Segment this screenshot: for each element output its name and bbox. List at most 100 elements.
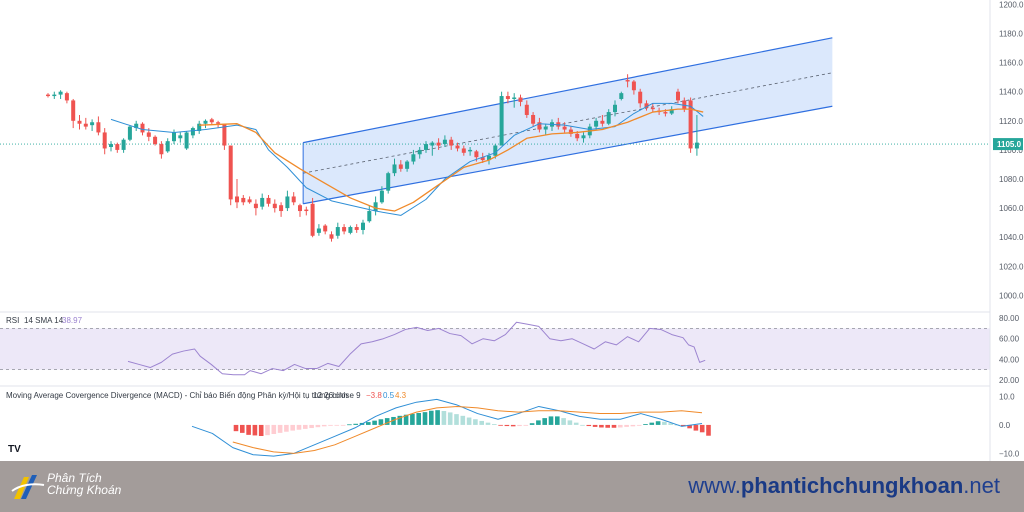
candle-body: [247, 199, 252, 203]
candle: [115, 142, 120, 153]
macd-legend-signal: 4.3: [395, 391, 407, 400]
macd-histogram-bar: [252, 424, 258, 436]
macd-histogram-bar: [567, 420, 573, 425]
macd-histogram-bar: [447, 412, 453, 425]
candle: [638, 88, 643, 108]
macd-histogram-bar: [699, 424, 705, 433]
macd-histogram-bar: [504, 424, 510, 427]
candle-body: [291, 196, 296, 203]
rsi-tick-label: 20.00: [999, 376, 1020, 385]
candle: [52, 91, 57, 99]
candle-body: [644, 103, 649, 108]
candle: [190, 126, 195, 139]
candle-body: [531, 114, 536, 124]
candle-body: [197, 123, 202, 131]
candle-body: [694, 142, 699, 149]
price-tick-label: 1200.0: [999, 0, 1024, 9]
candle-body: [493, 145, 498, 156]
candle: [96, 116, 101, 136]
candle: [694, 114, 699, 156]
candle: [127, 125, 132, 142]
candle: [348, 225, 353, 235]
candle: [329, 231, 334, 242]
candle-body: [354, 227, 359, 230]
candle: [361, 219, 365, 235]
candle: [631, 80, 636, 95]
candle-body: [625, 80, 630, 82]
candle-body: [71, 100, 76, 121]
macd-histogram-bar: [397, 415, 403, 425]
brand-line-2: Chứng Khoán: [47, 483, 122, 497]
candle: [430, 141, 435, 156]
candle: [209, 117, 214, 126]
candle: [197, 120, 202, 134]
macd-histogram-bar: [498, 424, 503, 426]
candle: [165, 138, 170, 153]
candle-body: [430, 142, 435, 146]
candle: [606, 109, 611, 126]
candle: [235, 179, 239, 209]
candle-body: [52, 94, 57, 97]
macd-histogram-bar: [643, 424, 648, 425]
trend-channel-fill: [303, 37, 833, 204]
candle: [392, 158, 397, 177]
candle: [354, 224, 359, 233]
candle: [102, 128, 107, 155]
candle: [461, 145, 466, 156]
candle-body: [304, 209, 309, 212]
macd-histogram-bar: [618, 424, 623, 428]
candle: [298, 203, 302, 217]
candle: [279, 202, 284, 217]
price-tick-label: 1160.0: [999, 59, 1023, 68]
rsi-legend-value: 38.97: [62, 316, 83, 325]
candle-body: [159, 144, 164, 155]
candle-body: [449, 139, 454, 146]
macd-histogram-bar: [548, 416, 554, 425]
candle: [581, 132, 586, 143]
candle: [342, 224, 347, 235]
site-url[interactable]: www.phantichchungkhoan.net: [688, 474, 1000, 498]
candle: [600, 114, 605, 127]
candle: [58, 90, 63, 99]
candle-body: [184, 132, 189, 149]
candle-body: [323, 225, 328, 232]
candle: [83, 117, 88, 130]
macd-histogram-bar: [265, 424, 270, 436]
candle: [505, 91, 510, 104]
macd-histogram-bar: [309, 424, 314, 429]
macd-histogram-bar: [416, 412, 421, 425]
candle-body: [650, 107, 655, 110]
macd-histogram-bar: [630, 424, 636, 427]
candle-body: [90, 122, 95, 126]
macd-histogram-bar: [284, 424, 289, 432]
brand-line-1: Phân Tích: [47, 471, 102, 485]
candle: [531, 112, 536, 127]
candle: [644, 100, 649, 111]
price-axis[interactable]: 1200.0 1180.0 1160.0 1140.0 1120.0 1100.0 1080…: [989, 0, 1024, 461]
price-tick-label: 1060.0: [999, 204, 1024, 213]
candle: [594, 117, 599, 130]
candle-body: [115, 144, 120, 150]
candle-body: [279, 205, 284, 212]
candle: [499, 91, 504, 146]
macd-histogram-bar: [290, 424, 295, 431]
macd-tick-label: 10.0: [999, 393, 1015, 402]
macd-histogram-bar: [240, 424, 245, 433]
candle: [172, 129, 176, 145]
price-tick-label: 1100.0: [999, 146, 1023, 155]
candle-body: [663, 112, 668, 114]
macd-histogram-bar: [510, 424, 516, 427]
candle-body: [405, 161, 410, 169]
candle-body: [424, 144, 428, 150]
candle: [411, 149, 416, 165]
macd-histogram-bar: [441, 411, 447, 425]
price-tick-label: 1000.0: [999, 291, 1024, 300]
candle: [272, 199, 277, 213]
candle-body: [153, 136, 158, 145]
candle: [153, 135, 158, 146]
candle: [619, 91, 624, 101]
candle-body: [241, 197, 246, 203]
macd-signal-line: [232, 405, 703, 454]
candle-body: [411, 154, 416, 162]
macd-histogram-bar: [668, 423, 673, 425]
